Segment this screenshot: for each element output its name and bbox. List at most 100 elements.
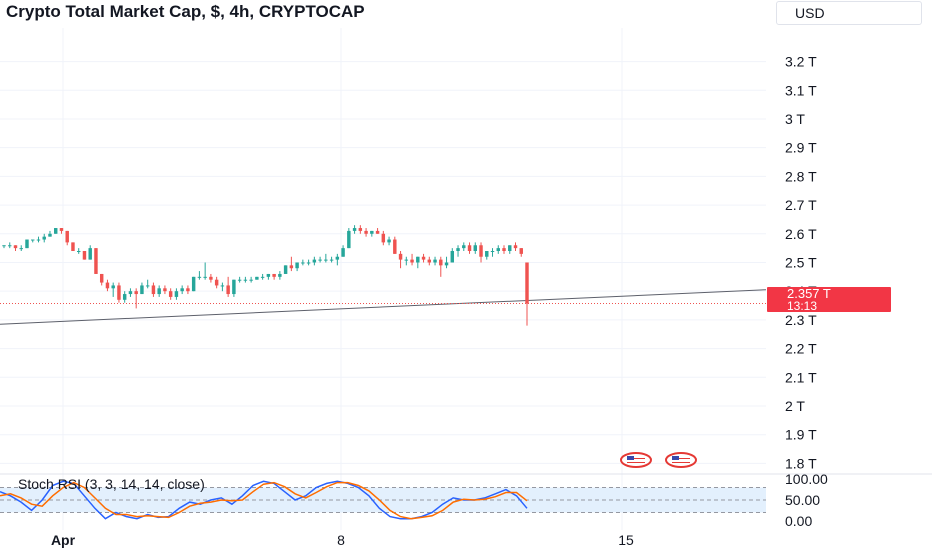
flag-stripe xyxy=(672,462,690,463)
stoch-d-line xyxy=(0,481,528,520)
candle-body xyxy=(111,285,115,289)
stoch-k-line xyxy=(0,480,528,520)
candle-body xyxy=(117,285,121,300)
candle-body xyxy=(295,262,299,269)
candle-body xyxy=(433,259,437,263)
candle-body xyxy=(36,239,41,241)
candle-body xyxy=(272,273,276,277)
x-tick-label: 8 xyxy=(337,532,345,548)
candle-body xyxy=(456,248,460,251)
candle-body xyxy=(444,262,449,266)
flag-stripe xyxy=(627,460,645,461)
candle-body xyxy=(462,245,466,249)
candle-body xyxy=(232,279,236,295)
candle-body xyxy=(255,276,259,280)
candle-body xyxy=(128,291,133,295)
candle-body xyxy=(82,251,87,260)
x-tick-label: 15 xyxy=(618,532,634,548)
indicator-label: Stoch RSI (3, 3, 14, 14, close) xyxy=(18,476,205,492)
candle-body xyxy=(203,276,207,278)
y-tick-label: 2.8 T xyxy=(785,168,817,184)
flag-stripe xyxy=(672,460,690,461)
candle-body xyxy=(439,259,443,266)
candle-body xyxy=(479,245,483,257)
candle-body xyxy=(186,288,190,292)
candle-body xyxy=(416,256,420,263)
price-badge-value: 2.357 T xyxy=(787,286,831,301)
candle-body xyxy=(180,288,184,292)
candle-body xyxy=(140,285,144,295)
candle-body xyxy=(48,233,52,237)
candle-body xyxy=(214,279,219,286)
candle-body xyxy=(209,276,213,280)
y-tick-label: 2.3 T xyxy=(785,312,817,328)
candle-body xyxy=(485,251,489,257)
y-tick-label: 2.5 T xyxy=(785,254,817,270)
candle-body xyxy=(312,259,317,263)
stoch-tick-label: 0.00 xyxy=(785,513,812,529)
stoch-tick-label: 50.00 xyxy=(785,492,820,508)
candle-body xyxy=(393,239,397,254)
y-tick-label: 1.8 T xyxy=(785,455,817,471)
candle-body xyxy=(71,242,75,251)
candle-body xyxy=(473,245,477,251)
candle-body xyxy=(19,248,23,250)
candle-body xyxy=(8,245,12,247)
candle-body xyxy=(278,273,282,277)
y-tick-label: 3.2 T xyxy=(785,54,817,70)
candle-body xyxy=(197,276,202,278)
candle-body xyxy=(306,262,311,264)
flag-stripe xyxy=(627,458,645,459)
candle-body xyxy=(59,228,64,231)
candle-body xyxy=(387,239,391,243)
candle-body xyxy=(508,245,512,251)
candle-body xyxy=(410,259,414,263)
candle-body xyxy=(519,248,523,254)
candle-body xyxy=(134,291,138,295)
candle-body xyxy=(174,291,179,297)
candle-body xyxy=(335,256,340,260)
candle-body xyxy=(151,285,156,295)
candle-body xyxy=(421,256,426,260)
candle-body xyxy=(157,288,161,295)
flag-stripe xyxy=(627,462,645,463)
candle-body xyxy=(54,228,58,234)
candle-body xyxy=(341,248,345,257)
candle-body xyxy=(65,230,69,243)
candle-body xyxy=(25,239,29,249)
candle-body xyxy=(375,230,380,234)
candle-body xyxy=(404,259,409,261)
candle-body xyxy=(88,248,92,260)
candle-body xyxy=(347,230,351,249)
us-flag-event-icon xyxy=(620,452,652,468)
currency-button[interactable]: USD xyxy=(776,1,922,25)
candle-body xyxy=(370,230,374,234)
candle-body xyxy=(381,233,386,243)
candle-body xyxy=(490,251,495,252)
candle-body xyxy=(502,248,506,251)
stoch-tick-label: 100.00 xyxy=(785,471,828,487)
candle-body xyxy=(364,230,368,234)
y-tick-label: 1.9 T xyxy=(785,427,817,443)
flag-canton xyxy=(627,456,634,460)
candle-body xyxy=(237,279,242,281)
candle-body xyxy=(94,248,98,274)
candle-body xyxy=(496,248,500,251)
candle-body xyxy=(301,262,305,264)
candle-body xyxy=(76,251,81,252)
candle-body xyxy=(398,253,403,260)
y-tick-label: 2 T xyxy=(785,398,805,414)
candle-body xyxy=(42,236,46,240)
candle-body xyxy=(427,259,432,263)
candle-body xyxy=(31,239,35,241)
flag-stripe xyxy=(672,458,690,459)
y-tick-label: 3 T xyxy=(785,111,805,127)
flag-stripe xyxy=(627,456,645,457)
candle-body xyxy=(283,265,288,274)
candle-body xyxy=(122,294,127,300)
candle-body xyxy=(105,282,110,289)
price-badge xyxy=(767,287,891,312)
candle-body xyxy=(525,262,529,304)
